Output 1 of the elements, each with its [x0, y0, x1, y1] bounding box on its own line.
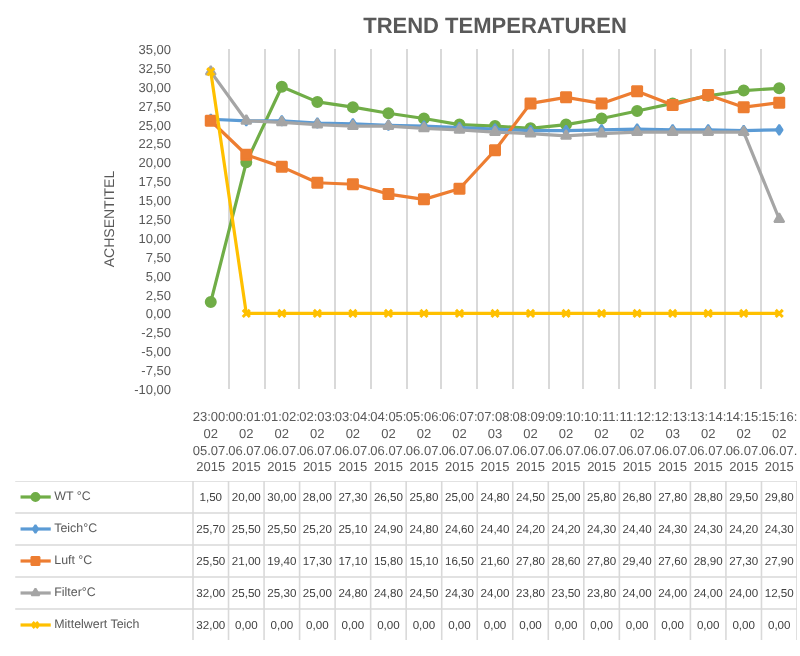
chart-title: TREND TEMPERATUREN: [363, 15, 627, 39]
